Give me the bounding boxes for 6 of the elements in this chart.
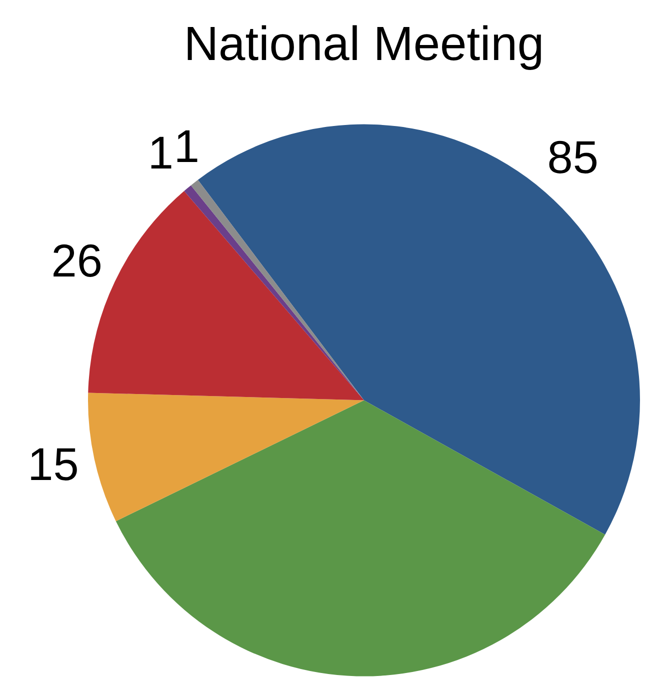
data-label: 26 bbox=[51, 234, 102, 286]
data-label: 85 bbox=[547, 131, 598, 184]
data-label: 15 bbox=[28, 438, 79, 490]
data-label: 1 bbox=[174, 120, 200, 172]
chart-title: National Meeting bbox=[184, 18, 544, 72]
data-label: 1 bbox=[148, 126, 174, 179]
